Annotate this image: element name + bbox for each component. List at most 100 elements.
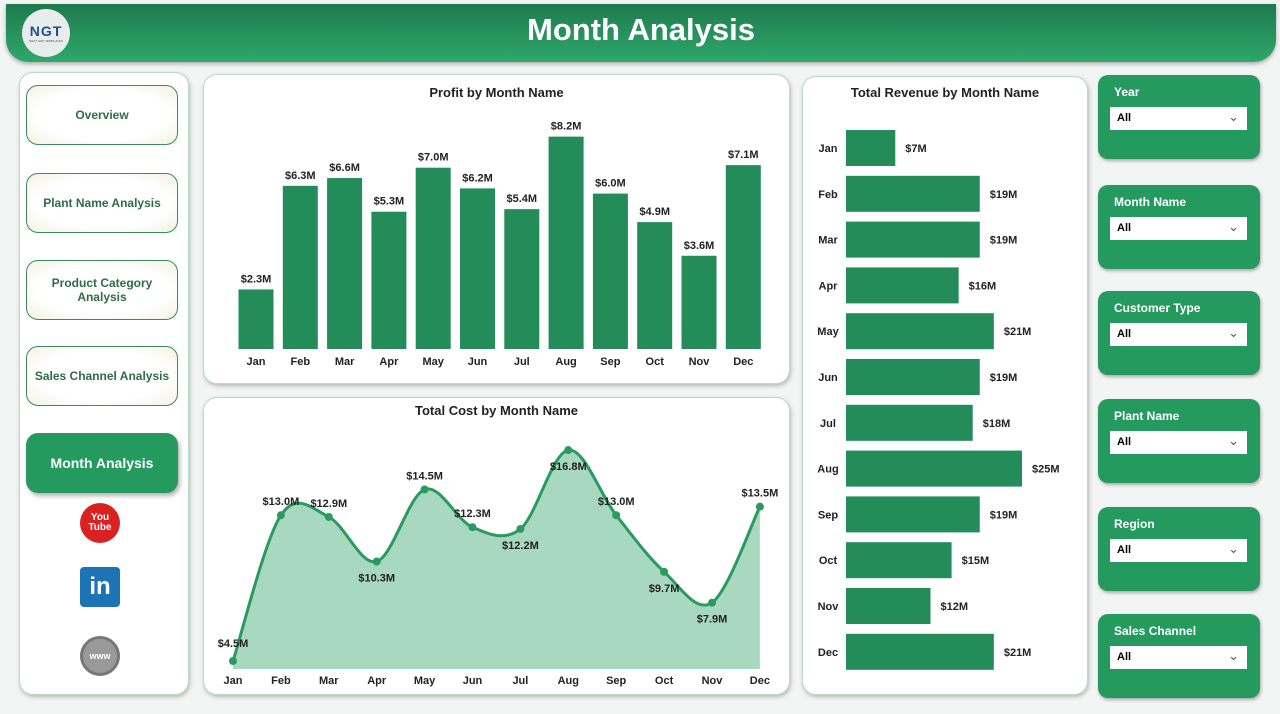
y-tick-label: Jul	[820, 418, 836, 430]
revenue-bar-chart: $7M Jan $19M Feb $19M Mar $16M Apr $21M May $19M Ju…	[817, 130, 1060, 670]
y-tick-label: Feb	[818, 189, 838, 201]
filter-dropdown[interactable]: All ⌄	[1110, 539, 1247, 562]
x-tick-label: May	[422, 356, 444, 368]
y-tick-label: Sep	[818, 509, 838, 521]
data-label: $7.0M	[418, 152, 449, 164]
data-label: $21M	[1004, 647, 1032, 659]
x-tick-label: Oct	[655, 675, 674, 687]
bar	[846, 267, 959, 304]
youtube-icon[interactable]: You Tube	[80, 503, 120, 543]
filter-plant-name: Plant Name All ⌄	[1098, 399, 1260, 483]
bar	[846, 450, 1022, 487]
bar	[725, 165, 761, 349]
x-tick-label: Dec	[733, 356, 753, 368]
filter-dropdown[interactable]: All ⌄	[1110, 646, 1247, 669]
bar	[371, 211, 407, 349]
x-tick-label: Nov	[702, 675, 724, 687]
data-label: $12M	[940, 601, 968, 613]
bar	[846, 313, 994, 350]
data-point	[564, 446, 573, 455]
data-label: $19M	[990, 235, 1018, 247]
data-label: $5.3M	[374, 196, 405, 208]
x-tick-label: Sep	[600, 356, 620, 368]
filter-value: All	[1117, 222, 1132, 234]
bar	[846, 130, 896, 166]
data-point	[229, 657, 237, 665]
nav-plant-name-analysis[interactable]: Plant Name Analysis	[26, 173, 178, 233]
globe-icon[interactable]: www	[80, 636, 120, 676]
filter-label: Customer Type	[1114, 301, 1201, 315]
data-label: $13.0M	[263, 496, 300, 508]
revenue-chart-panel: Total Revenue by Month Name $7M Jan $19M Fe…	[802, 76, 1088, 695]
sidebar: Overview Plant Name Analysis Product Cat…	[19, 72, 189, 695]
data-point	[755, 502, 764, 511]
y-tick-label: Apr	[819, 280, 839, 292]
x-tick-label: Jul	[514, 356, 530, 368]
filter-value: All	[1117, 544, 1132, 556]
filter-dropdown[interactable]: All ⌄	[1110, 217, 1247, 240]
chart-title: Total Cost by Month Name	[415, 403, 578, 418]
data-label: $6.2M	[462, 172, 493, 184]
data-label: $25M	[1032, 464, 1060, 476]
data-point	[708, 598, 716, 607]
data-label: $19M	[990, 509, 1018, 521]
bar	[846, 359, 980, 395]
y-tick-label: Mar	[818, 235, 838, 247]
nav-overview[interactable]: Overview	[26, 85, 178, 145]
linkedin-icon[interactable]: in	[80, 567, 120, 607]
x-tick-label: Nov	[689, 356, 711, 368]
bar	[238, 289, 274, 349]
profit-chart-panel: Profit by Month Name $2.3M Jan $6.3M Feb $6.…	[203, 74, 790, 384]
cost-area-chart: $4.5M Jan $13.0M Feb $12.9M Mar $10.3M Apr $14.5…	[218, 446, 778, 687]
data-point	[612, 511, 621, 520]
data-label: $18M	[983, 418, 1011, 430]
filter-label: Sales Channel	[1114, 624, 1197, 638]
chart-title: Profit by Month Name	[429, 85, 564, 100]
bar	[846, 221, 980, 258]
x-tick-label: Jan	[247, 356, 266, 368]
page-title: Month Analysis	[527, 12, 755, 47]
chevron-down-icon: ⌄	[1228, 325, 1239, 340]
bar	[592, 193, 628, 349]
data-label: $7.1M	[728, 149, 759, 161]
data-label: $4.5M	[218, 638, 249, 650]
data-label: $7.9M	[697, 614, 728, 626]
chevron-down-icon: ⌄	[1228, 219, 1239, 234]
data-point	[372, 557, 381, 566]
x-tick-label: Apr	[379, 356, 399, 368]
bar	[846, 633, 994, 670]
area-fill	[233, 449, 760, 669]
bar	[681, 255, 717, 349]
data-label: $14.5M	[406, 471, 443, 483]
data-label: $16M	[969, 280, 997, 292]
filter-label: Region	[1114, 517, 1155, 531]
data-label: $7M	[905, 143, 926, 155]
data-label: $10.3M	[358, 573, 395, 585]
chevron-down-icon: ⌄	[1228, 433, 1239, 448]
x-tick-label: Feb	[291, 356, 311, 368]
x-tick-label: Mar	[335, 356, 355, 368]
data-label: $3.6M	[684, 240, 715, 252]
x-tick-label: Aug	[558, 675, 579, 687]
x-tick-label: Aug	[555, 356, 576, 368]
x-tick-label: Feb	[271, 675, 291, 687]
filter-value: All	[1117, 328, 1132, 340]
filter-customer-type: Customer Type All ⌄	[1098, 291, 1260, 375]
filter-value: All	[1117, 436, 1132, 448]
data-label: $12.2M	[502, 540, 539, 552]
filter-dropdown[interactable]: All ⌄	[1110, 323, 1247, 346]
data-label: $12.3M	[454, 508, 491, 520]
nav-month-analysis[interactable]: Month Analysis	[26, 433, 178, 493]
data-label: $19M	[990, 189, 1018, 201]
filter-dropdown[interactable]: All ⌄	[1110, 107, 1247, 130]
data-point	[660, 567, 669, 576]
data-point	[516, 524, 525, 533]
bar	[504, 209, 540, 349]
data-label: $5.4M	[507, 193, 538, 205]
nav-product-category-analysis[interactable]: Product Category Analysis	[26, 260, 178, 320]
x-tick-label: May	[414, 675, 436, 687]
filter-label: Plant Name	[1114, 409, 1180, 423]
filter-dropdown[interactable]: All ⌄	[1110, 431, 1247, 454]
nav-sales-channel-analysis[interactable]: Sales Channel Analysis	[26, 346, 178, 406]
bar	[282, 185, 318, 349]
